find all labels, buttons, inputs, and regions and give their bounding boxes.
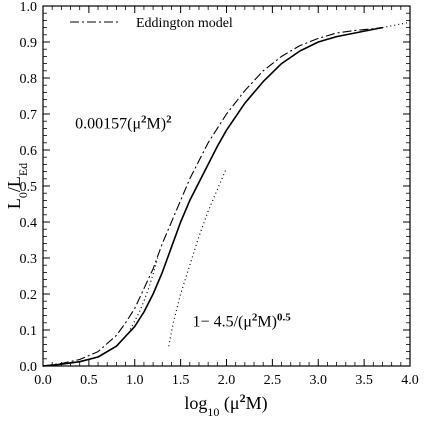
series-line-dotted-4 (382, 21, 411, 29)
x-tick-label: 0.0 (34, 373, 52, 388)
y-axis-label-ylabel_sub1: 0 (16, 192, 30, 198)
annotation-low-rest: M) (147, 115, 167, 132)
x-tick-label: 3.0 (310, 373, 328, 388)
annotation-high-sup2: 0.5 (277, 311, 291, 323)
plot-frame (42, 5, 411, 367)
x-axis-label-xlabel_rest: (μ (219, 393, 239, 414)
y-axis-label-ylabel: L (4, 198, 24, 209)
ticks-group: 0.0 0.5 1.0 1.5 2.0 2.5 3.0 3.5 4.0 0.0 0.1 0.2 0.3 0… (20, 0, 419, 388)
y-tick-label: 0.1 (20, 324, 38, 339)
y-tick-label: 0.0 (20, 360, 38, 375)
legend-label: Eddington model (136, 16, 233, 31)
x-tick-label: 2.0 (218, 373, 236, 388)
x-tick-label: 1.5 (172, 373, 190, 388)
x-axis-label-xlabel: log (184, 393, 207, 413)
y-tick-label: 0.2 (20, 288, 38, 303)
series-line-dashdot-1 (42, 27, 383, 367)
y-axis-label-ylabel_sub2: Ed (16, 163, 30, 176)
x-axis-label-xlabel_end: M) (246, 393, 268, 414)
axis-labels-group: log10 (μ2M)L0/LEd (4, 163, 268, 419)
annotation-high-text: 1− 4.5/(μ (193, 313, 252, 330)
annotation-high: 1− 4.5/(μ2M)0.5 (193, 311, 292, 330)
y-axis-label: L0/LEd (4, 163, 30, 209)
series-group (42, 21, 411, 367)
plot-frame-group (42, 5, 411, 367)
x-tick-label: 3.5 (355, 373, 373, 388)
y-tick-label: 0.7 (20, 108, 38, 123)
annotation-low-sup2: 2 (166, 113, 172, 125)
y-tick-label: 0.3 (20, 252, 38, 267)
series-line-solid-0 (42, 26, 383, 367)
y-tick-label: 0.9 (20, 36, 38, 51)
y-tick-label: 1.0 (20, 0, 38, 15)
x-axis-label-xlabel_sup: 2 (240, 391, 246, 405)
annotation-low: 0.00157(μ2M)2 (75, 113, 172, 132)
annotation-high-sup: 2 (252, 311, 258, 323)
x-tick-label: 1.0 (126, 373, 144, 388)
annotation-low-sup: 2 (141, 113, 147, 125)
x-tick-label: 4.0 (401, 373, 419, 388)
annotation-high-rest: M) (257, 313, 277, 330)
y-tick-label: 0.5 (20, 180, 38, 195)
legend: Eddington model (70, 16, 233, 31)
x-axis-label: log10 (μ2M) (184, 391, 267, 419)
series-line-dotted-3 (168, 167, 228, 347)
y-tick-label: 0.8 (20, 72, 38, 87)
annotation-low-text: 0.00157(μ (75, 115, 141, 132)
x-tick-label: 2.5 (264, 373, 282, 388)
y-axis-label-ylabel_mid: /L (4, 176, 24, 192)
y-tick-label: 0.4 (20, 216, 38, 231)
x-tick-label: 0.5 (80, 373, 98, 388)
x-axis-label-xlabel_sub: 10 (207, 405, 219, 419)
y-tick-label: 0.6 (20, 144, 38, 159)
annotations-group: 0.00157(μ2M)21− 4.5/(μ2M)0.5 (75, 113, 291, 330)
